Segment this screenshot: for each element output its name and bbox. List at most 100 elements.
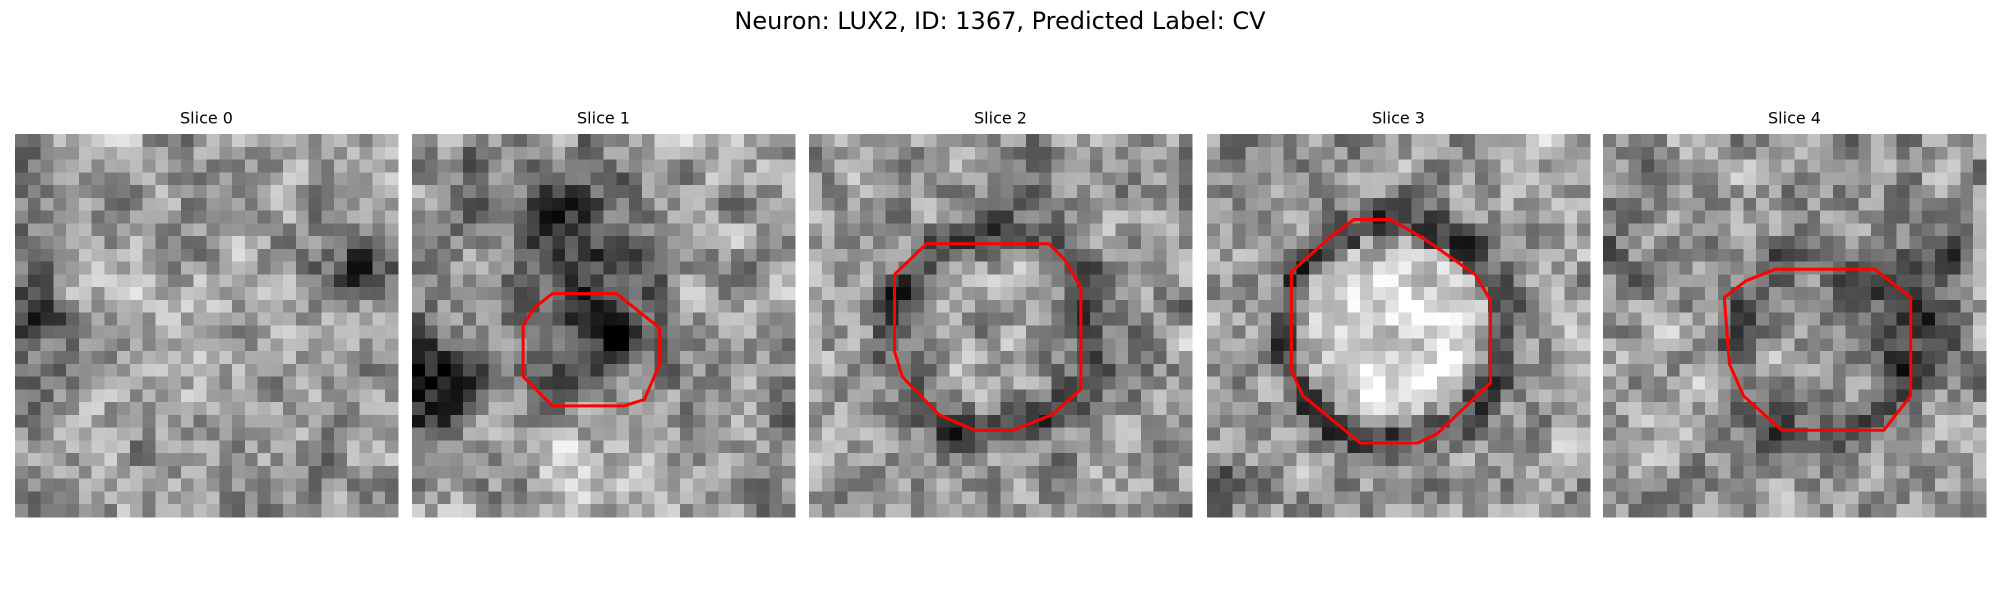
image-pixel <box>1947 274 1961 288</box>
image-pixel <box>308 236 322 250</box>
image-pixel <box>1883 504 1898 518</box>
image-pixel <box>424 134 439 148</box>
image-pixel <box>1832 248 1847 263</box>
image-pixel <box>1487 465 1502 480</box>
image-pixel <box>1934 274 1949 288</box>
image-pixel <box>334 312 348 326</box>
image-pixel <box>743 491 758 505</box>
image-pixel <box>1398 465 1412 480</box>
image-pixel <box>1411 248 1425 263</box>
image-pixel <box>1551 248 1565 263</box>
image-pixel <box>346 440 361 454</box>
image-pixel <box>1679 402 1693 416</box>
image-pixel <box>577 491 592 505</box>
image-pixel <box>603 363 617 378</box>
image-pixel <box>923 210 938 224</box>
image-pixel <box>539 274 553 288</box>
image-pixel <box>1321 389 1336 403</box>
image-pixel <box>1577 465 1591 480</box>
image-pixel <box>1820 414 1834 429</box>
image-pixel <box>1654 223 1668 237</box>
image-pixel <box>1934 427 1949 441</box>
image-pixel <box>1115 440 1129 454</box>
image-pixel <box>1115 248 1129 263</box>
image-pixel <box>27 274 42 288</box>
image-pixel <box>1153 491 1167 505</box>
image-pixel <box>590 478 604 492</box>
image-pixel <box>1487 172 1502 186</box>
image-pixel <box>334 134 348 148</box>
image-pixel <box>1705 172 1719 186</box>
image-pixel <box>565 134 579 148</box>
image-pixel <box>603 402 617 416</box>
image-pixel <box>1077 172 1091 186</box>
image-pixel <box>705 172 719 186</box>
image-pixel <box>911 134 925 148</box>
image-pixel <box>526 504 541 518</box>
image-pixel <box>450 299 464 314</box>
image-pixel <box>743 402 758 416</box>
image-pixel <box>821 402 836 416</box>
image-pixel <box>359 159 373 173</box>
image-pixel <box>1436 402 1451 416</box>
image-pixel <box>1026 427 1040 441</box>
image-pixel <box>911 159 925 173</box>
image-pixel <box>590 312 604 326</box>
image-pixel <box>66 363 80 378</box>
image-pixel <box>53 491 67 505</box>
image-pixel <box>987 440 1001 454</box>
image-pixel <box>1000 402 1014 416</box>
image-pixel <box>577 376 592 390</box>
image-pixel <box>731 453 745 467</box>
image-pixel <box>475 299 490 314</box>
image-pixel <box>731 223 745 237</box>
image-pixel <box>1207 248 1221 263</box>
image-pixel <box>847 478 861 492</box>
image-pixel <box>1858 453 1872 467</box>
image-pixel <box>53 210 67 224</box>
image-pixel <box>1258 427 1272 441</box>
image-pixel <box>372 274 386 288</box>
image-pixel <box>1462 197 1476 212</box>
image-pixel <box>117 299 131 314</box>
image-pixel <box>129 274 144 288</box>
image-pixel <box>769 478 783 492</box>
image-pixel <box>385 465 399 480</box>
image-pixel <box>1513 159 1527 173</box>
image-pixel <box>641 248 656 263</box>
image-pixel <box>552 274 566 288</box>
image-pixel <box>1807 491 1821 505</box>
image-pixel <box>91 185 105 199</box>
image-pixel <box>104 287 118 301</box>
image-pixel <box>142 159 156 173</box>
image-pixel <box>1883 197 1898 212</box>
image-pixel <box>821 159 836 173</box>
image-pixel <box>1909 491 1923 505</box>
image-pixel <box>1679 299 1693 314</box>
image-pixel <box>1089 223 1104 237</box>
image-pixel <box>667 197 681 212</box>
image-pixel <box>590 427 604 441</box>
image-pixel <box>27 223 42 237</box>
image-pixel <box>872 414 887 429</box>
image-pixel <box>1628 414 1642 429</box>
image-pixel <box>667 465 681 480</box>
image-pixel <box>1807 338 1821 352</box>
image-pixel <box>962 134 976 148</box>
image-pixel <box>66 465 80 480</box>
image-pixel <box>1283 172 1297 186</box>
image-pixel <box>1449 287 1463 301</box>
image-pixel <box>1858 504 1872 518</box>
image-pixel <box>847 338 861 352</box>
image-pixel <box>501 274 515 288</box>
image-pixel <box>91 287 105 301</box>
image-pixel <box>424 236 439 250</box>
image-pixel <box>15 338 29 352</box>
image-pixel <box>731 325 745 339</box>
image-pixel <box>923 134 938 148</box>
image-pixel <box>1179 465 1193 480</box>
image-pixel <box>1615 172 1630 186</box>
image-pixel <box>834 376 848 390</box>
image-pixel <box>53 299 67 314</box>
image-pixel <box>206 453 220 467</box>
